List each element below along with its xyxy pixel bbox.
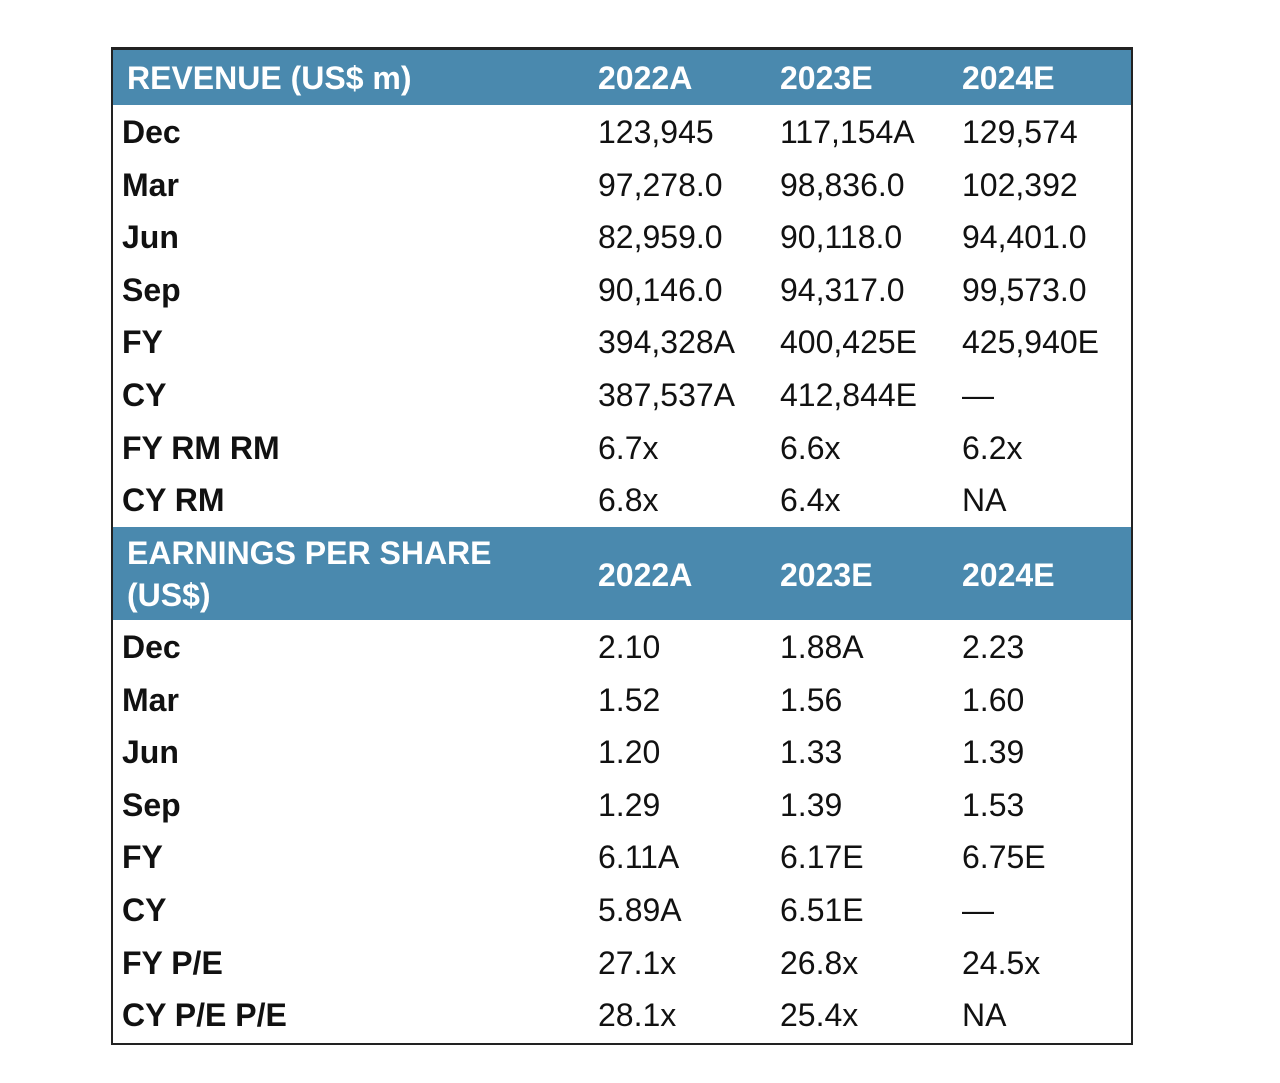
cell-value: 6.75E [962, 839, 1046, 876]
cell-value: 28.1x [598, 997, 677, 1034]
eps-title-line2: (US$) [127, 577, 211, 613]
column-header: 2024E [962, 60, 1055, 96]
cell-value: 82,959.0 [598, 219, 723, 256]
row-label: Sep [122, 271, 181, 308]
cell-value: 6.11A [598, 839, 680, 876]
row-label: Sep [122, 786, 181, 823]
table-row: CY 387,537A 412,844E — [113, 369, 1131, 422]
table-row: Mar 1.52 1.56 1.60 [113, 674, 1131, 727]
column-header: 2023E [780, 60, 873, 96]
cell-value: 90,118.0 [780, 219, 903, 256]
table-row: FY 6.11A 6.17E 6.75E [113, 831, 1131, 884]
cell-value: 1.39 [780, 786, 843, 823]
revenue-header: REVENUE (US$ m) 2022A 2023E 2024E [113, 50, 1131, 105]
cell-value: 6.51E [780, 892, 864, 928]
table-row: Mar 97,278.0 98,836.0 102,392 [113, 159, 1131, 212]
table-row: FY P/E 27.1x 26.8x 24.5x [113, 937, 1131, 990]
cell-value: 2.23 [962, 629, 1025, 665]
cell-value: 1.56 [780, 681, 843, 718]
table-row: Jun 1.20 1.33 1.39 [113, 726, 1131, 779]
cell-value: 425,940E [962, 324, 1100, 361]
eps-header: EARNINGS PER SHARE (US$) 2022A 2023E 202… [113, 527, 1131, 620]
cell-value: 6.17E [780, 839, 864, 876]
cell-value: 1.52 [598, 681, 661, 718]
cell-value: 90,146.0 [598, 271, 723, 308]
cell-value: 1.39 [962, 734, 1025, 771]
cell-value: 6.2x [962, 429, 1023, 466]
revenue-title: REVENUE (US$ m) [127, 60, 412, 96]
eps-title-line1: EARNINGS PER SHARE [127, 535, 492, 571]
row-label: CY P/E P/E [122, 997, 287, 1034]
row-label: CY [122, 377, 167, 413]
cell-value: 1.88A [780, 629, 864, 665]
cell-value: NA [962, 482, 1007, 519]
table-row: Dec 123,945 117,154A 129,574 [113, 106, 1131, 159]
cell-value: 102,392 [962, 166, 1078, 203]
cell-value: 394,328A [598, 324, 736, 361]
row-label: Dec [122, 114, 181, 150]
table-row: CY P/E P/E 28.1x 25.4x NA [113, 989, 1131, 1042]
row-label: FY [122, 324, 163, 361]
row-label: Mar [122, 166, 179, 203]
row-label: FY P/E [122, 944, 223, 981]
table-row: FY 394,328A 400,425E 425,940E [113, 316, 1131, 369]
cell-value: 5.89A [598, 892, 682, 928]
cell-value: 6.7x [598, 429, 659, 466]
table-row: Sep 90,146.0 94,317.0 99,573.0 [113, 264, 1131, 317]
row-label: Jun [122, 219, 179, 256]
cell-value: 27.1x [598, 944, 677, 981]
cell-value: 1.33 [780, 734, 843, 771]
row-label: FY [122, 839, 163, 876]
cell-value: 412,844E [780, 377, 918, 413]
cell-value: 24.5x [962, 944, 1041, 981]
cell-value: 94,317.0 [780, 271, 905, 308]
cell-value: 6.6x [780, 429, 841, 466]
row-label: Mar [122, 681, 179, 718]
table-row: Jun 82,959.0 90,118.0 94,401.0 [113, 211, 1131, 264]
table-row: CY RM 6.8x 6.4x NA [113, 474, 1131, 527]
row-label: Dec [122, 629, 181, 665]
column-header: 2024E [962, 557, 1055, 593]
financial-table: REVENUE (US$ m) 2022A 2023E 2024E Dec 123… [111, 47, 1133, 1045]
cell-value: — [962, 892, 994, 928]
cell-value: 129,574 [962, 114, 1078, 150]
cell-value: 117,154A [780, 114, 915, 150]
cell-value: 1.29 [598, 786, 661, 823]
table-row: CY 5.89A 6.51E — [113, 884, 1131, 937]
cell-value: 1.53 [962, 786, 1025, 823]
column-header: 2023E [780, 557, 873, 593]
cell-value: 1.60 [962, 681, 1025, 718]
table-row: FY RM RM 6.7x 6.6x 6.2x [113, 422, 1131, 475]
row-label: CY [122, 892, 167, 928]
column-header: 2022A [598, 60, 693, 96]
cell-value: 99,573.0 [962, 271, 1087, 308]
cell-value: 400,425E [780, 324, 918, 361]
cell-value: 94,401.0 [962, 219, 1087, 256]
cell-value: 98,836.0 [780, 166, 905, 203]
column-header: 2022A [598, 557, 693, 593]
table-row: Sep 1.29 1.39 1.53 [113, 779, 1131, 832]
cell-value: 6.4x [780, 482, 841, 519]
cell-value: 26.8x [780, 944, 859, 981]
cell-value: 25.4x [780, 997, 859, 1034]
cell-value: 2.10 [598, 629, 661, 665]
cell-value: NA [962, 997, 1007, 1034]
row-label: Jun [122, 734, 179, 771]
cell-value: 1.20 [598, 734, 661, 771]
cell-value: — [962, 377, 994, 413]
cell-value: 97,278.0 [598, 166, 723, 203]
cell-value: 123,945 [598, 114, 714, 150]
cell-value: 6.8x [598, 482, 659, 519]
table-row: Dec 2.10 1.88A 2.23 [113, 621, 1131, 674]
row-label: CY RM [122, 482, 225, 519]
row-label: FY RM RM [122, 429, 280, 466]
cell-value: 387,537A [598, 377, 736, 413]
